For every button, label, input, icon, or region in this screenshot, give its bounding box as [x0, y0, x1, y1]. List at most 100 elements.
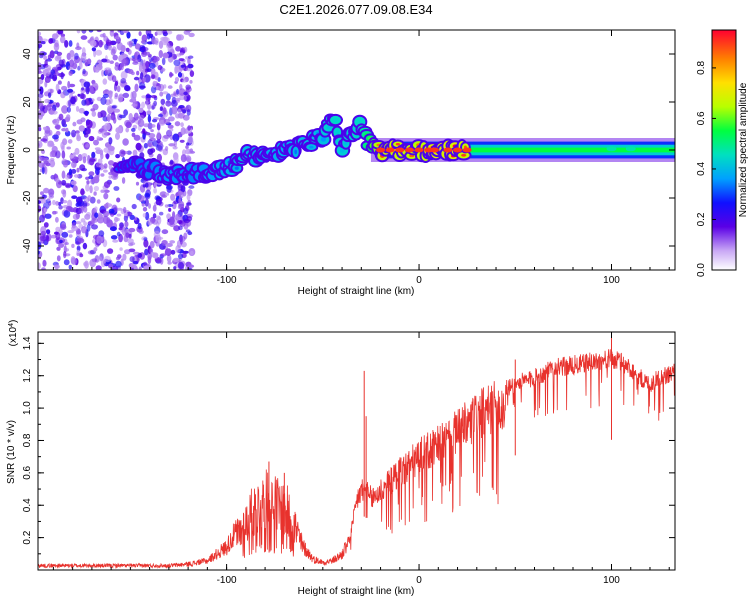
noise-speck: [54, 55, 62, 62]
noise-speck: [187, 231, 193, 236]
noise-speck: [56, 246, 61, 251]
noise-speck: [123, 109, 128, 116]
noise-speck: [38, 200, 42, 204]
y-tick-label: 20: [22, 96, 33, 108]
noise-speck: [123, 214, 128, 222]
noise-speck: [102, 78, 108, 85]
colorbar-tick-label: 0.8: [696, 61, 707, 75]
noise-speck: [50, 69, 56, 75]
noise-speck: [97, 256, 103, 262]
noise-speck: [132, 260, 139, 265]
noise-speck: [55, 150, 61, 159]
noise-speck: [85, 86, 90, 95]
noise-speck: [125, 121, 132, 129]
noise-speck: [172, 146, 178, 150]
noise-speck: [151, 95, 157, 99]
noise-speck: [180, 154, 187, 163]
x-tick-label: 100: [603, 275, 620, 286]
noise-speck: [162, 30, 168, 35]
noise-speck: [43, 207, 47, 213]
noise-speck: [72, 62, 78, 70]
hot-spot: [414, 147, 424, 153]
noise-speck: [60, 36, 66, 44]
noise-speck: [105, 202, 109, 210]
noise-speck: [156, 153, 162, 162]
noise-speck: [50, 158, 55, 162]
noise-speck: [101, 69, 105, 77]
noise-speck: [79, 93, 85, 99]
noise-speck: [64, 182, 72, 188]
noise-speck: [80, 188, 85, 196]
noise-speck: [190, 250, 194, 256]
noise-speck: [137, 119, 145, 127]
y-tick-label: 0.4: [22, 498, 33, 512]
hot-spot: [443, 147, 453, 153]
noise-speck: [40, 41, 46, 45]
noise-speck: [42, 52, 47, 56]
noise-speck: [91, 47, 97, 52]
noise-speck: [98, 230, 105, 238]
noise-speck: [145, 182, 149, 188]
noise-speck: [115, 132, 120, 140]
noise-speck: [83, 261, 88, 267]
noise-speck: [71, 225, 79, 232]
noise-speck: [141, 47, 149, 52]
noise-speck: [167, 85, 173, 89]
noise-speck: [135, 181, 140, 186]
noise-speck: [175, 46, 181, 52]
noise-speck: [83, 206, 88, 213]
noise-speck: [114, 92, 119, 98]
noise-speck: [150, 218, 156, 223]
y-tick-label: 0.6: [22, 465, 33, 479]
noise-speck: [89, 157, 95, 166]
noise-speck: [97, 158, 103, 164]
noise-speck: [173, 92, 177, 96]
noise-speck: [106, 59, 110, 63]
noise-speck: [96, 199, 101, 204]
noise-speck: [71, 161, 77, 169]
colorbar-tick-label: 0.2: [696, 212, 707, 226]
noise-speck: [101, 58, 108, 63]
snr-frame: [37, 331, 676, 571]
hot-spot: [376, 147, 386, 153]
noise-speck: [142, 213, 147, 218]
noise-speck: [80, 205, 84, 214]
noise-speck: [38, 126, 42, 132]
ridge-core: [335, 130, 340, 135]
noise-speck: [159, 191, 167, 198]
noise-speck: [81, 153, 88, 159]
noise-speck: [62, 138, 68, 146]
noise-speck: [132, 61, 139, 65]
noise-speck: [38, 31, 42, 36]
noise-speck: [186, 194, 191, 201]
noise-speck: [173, 139, 177, 148]
ridge-core: [309, 145, 314, 149]
hot-spot: [429, 147, 439, 153]
noise-speck: [185, 30, 192, 33]
hot-spot: [395, 147, 405, 153]
noise-speck: [62, 251, 67, 259]
hot-spot: [404, 147, 414, 153]
noise-speck: [115, 260, 122, 268]
noise-speck: [141, 95, 147, 99]
noise-speck: [40, 191, 44, 196]
noise-speck: [187, 57, 191, 65]
noise-speck: [66, 106, 71, 113]
noise-speck: [116, 217, 120, 222]
noise-speck: [122, 92, 130, 98]
noise-speck: [111, 171, 117, 176]
noise-speck: [161, 57, 166, 66]
noise-speck: [115, 35, 120, 40]
noise-speck: [61, 128, 67, 132]
noise-speck: [56, 255, 61, 262]
noise-speck: [116, 213, 122, 217]
noise-speck: [40, 157, 47, 161]
noise-speck: [180, 64, 185, 68]
noise-speck: [140, 40, 146, 44]
snr-panel: -100 0 100 0.2 0.4 0.6 0.8 1.0 1.2 1.4 Height of …: [6, 320, 676, 597]
noise-speck: [124, 85, 131, 92]
noise-speck: [94, 212, 99, 218]
noise-speck: [38, 205, 42, 213]
noise-speck: [108, 175, 113, 179]
noise-speck: [177, 184, 183, 191]
